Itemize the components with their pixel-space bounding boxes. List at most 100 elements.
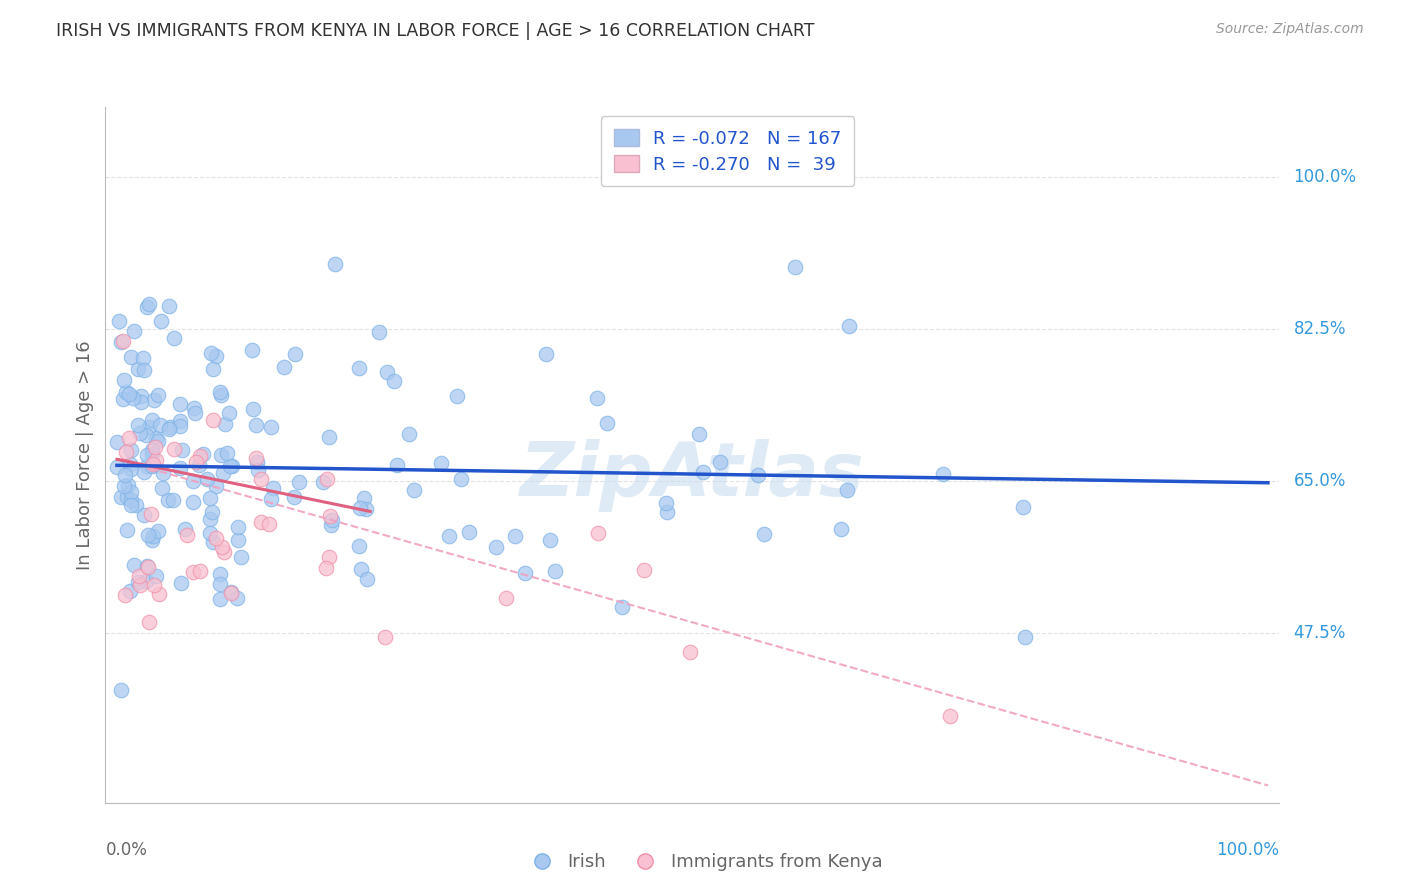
Point bbox=[145, 453, 167, 467]
Point bbox=[115, 444, 138, 458]
Point bbox=[374, 630, 396, 644]
Point bbox=[201, 361, 224, 376]
Point bbox=[120, 492, 142, 507]
Point bbox=[159, 420, 181, 434]
Point bbox=[122, 325, 145, 339]
Text: IRISH VS IMMIGRANTS FROM KENYA IN LABOR FORCE | AGE > 16 CORRELATION CHART: IRISH VS IMMIGRANTS FROM KENYA IN LABOR … bbox=[56, 22, 814, 40]
Point bbox=[141, 442, 163, 457]
Point bbox=[159, 299, 181, 313]
Point bbox=[142, 529, 165, 543]
Point bbox=[208, 567, 231, 582]
Point bbox=[105, 460, 128, 475]
Point bbox=[221, 458, 243, 473]
Point bbox=[169, 419, 191, 434]
Point bbox=[176, 528, 198, 542]
Point bbox=[586, 526, 609, 541]
Text: 47.5%: 47.5% bbox=[1294, 624, 1346, 642]
Point bbox=[200, 346, 222, 360]
Point bbox=[219, 584, 242, 599]
Point bbox=[138, 528, 160, 542]
Point bbox=[245, 417, 267, 432]
Point bbox=[143, 392, 166, 407]
Point bbox=[183, 401, 205, 415]
Point bbox=[150, 481, 173, 495]
Point bbox=[838, 319, 860, 334]
Point bbox=[114, 467, 136, 482]
Point bbox=[183, 474, 205, 488]
Point bbox=[163, 331, 186, 345]
Point bbox=[495, 591, 517, 606]
Point bbox=[398, 427, 420, 442]
Text: 100.0%: 100.0% bbox=[1216, 841, 1279, 859]
Point bbox=[149, 417, 172, 432]
Point bbox=[127, 362, 149, 376]
Point bbox=[219, 586, 242, 600]
Point bbox=[321, 518, 343, 533]
Point bbox=[141, 533, 163, 547]
Point bbox=[129, 389, 152, 403]
Point bbox=[188, 450, 211, 464]
Point bbox=[127, 417, 149, 432]
Point bbox=[174, 522, 197, 536]
Text: 65.0%: 65.0% bbox=[1294, 472, 1346, 490]
Point bbox=[120, 443, 142, 458]
Point bbox=[402, 483, 425, 497]
Point bbox=[385, 458, 408, 472]
Point bbox=[111, 334, 134, 348]
Point bbox=[316, 472, 339, 486]
Point bbox=[145, 569, 167, 583]
Text: 82.5%: 82.5% bbox=[1294, 320, 1346, 338]
Point bbox=[118, 584, 141, 599]
Point bbox=[450, 472, 472, 486]
Point bbox=[246, 455, 269, 469]
Point bbox=[110, 490, 132, 504]
Point bbox=[148, 388, 170, 402]
Point bbox=[229, 550, 252, 565]
Point bbox=[170, 442, 193, 457]
Point bbox=[128, 569, 150, 583]
Point bbox=[112, 392, 135, 407]
Point bbox=[110, 334, 132, 349]
Point bbox=[249, 472, 271, 486]
Point bbox=[356, 572, 378, 586]
Point bbox=[347, 361, 370, 376]
Point bbox=[214, 545, 236, 559]
Point bbox=[108, 314, 131, 328]
Point bbox=[262, 481, 284, 495]
Point bbox=[457, 525, 479, 540]
Point bbox=[208, 576, 231, 591]
Point bbox=[350, 562, 373, 576]
Point bbox=[112, 479, 135, 493]
Point bbox=[437, 529, 460, 543]
Point bbox=[129, 425, 152, 440]
Y-axis label: In Labor Force | Age > 16: In Labor Force | Age > 16 bbox=[76, 340, 94, 570]
Point bbox=[318, 549, 340, 564]
Point bbox=[382, 374, 405, 388]
Point bbox=[181, 565, 204, 579]
Point bbox=[125, 498, 148, 512]
Legend: Irish, Immigrants from Kenya: Irish, Immigrants from Kenya bbox=[516, 847, 890, 879]
Point bbox=[830, 522, 852, 536]
Point bbox=[141, 458, 163, 473]
Point bbox=[204, 349, 226, 363]
Point bbox=[142, 457, 165, 471]
Point bbox=[141, 413, 163, 427]
Point bbox=[208, 592, 231, 607]
Point bbox=[446, 389, 468, 403]
Point bbox=[115, 490, 138, 504]
Point bbox=[596, 416, 619, 430]
Point bbox=[157, 493, 180, 508]
Point bbox=[586, 391, 609, 405]
Point bbox=[747, 467, 769, 482]
Point bbox=[246, 463, 269, 477]
Point bbox=[226, 519, 249, 533]
Text: ZipAtlas: ZipAtlas bbox=[520, 439, 865, 512]
Point bbox=[249, 516, 271, 530]
Point bbox=[135, 427, 157, 442]
Point bbox=[141, 446, 163, 460]
Point bbox=[785, 260, 807, 274]
Point bbox=[120, 350, 142, 364]
Point bbox=[208, 385, 231, 400]
Point bbox=[105, 434, 128, 449]
Point bbox=[134, 465, 156, 479]
